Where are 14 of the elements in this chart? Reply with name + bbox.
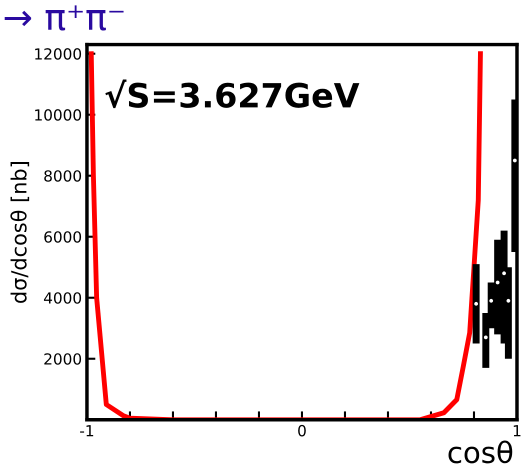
y-tick-label: 2000	[44, 353, 82, 365]
y-tick-label: 8000	[44, 170, 82, 182]
annotation: √S=3.627GeV	[105, 80, 360, 108]
y-tick-label: 4000	[44, 292, 82, 304]
x-tick-label: -1	[80, 425, 94, 436]
x-tick-label: 0	[298, 424, 306, 436]
chart-title: → π⁺π⁻	[4, 5, 124, 30]
x-axis-title: cosθ	[448, 440, 512, 464]
x-tick-label: 1	[514, 425, 520, 436]
y-tick-label: 6000	[44, 231, 82, 243]
y-tick-label: 10000	[35, 109, 82, 121]
y-tick-label: 12000	[35, 48, 82, 60]
y-axis-title: dσ/dcosθ [nb]	[10, 162, 30, 303]
line-series	[88, 51, 483, 420]
